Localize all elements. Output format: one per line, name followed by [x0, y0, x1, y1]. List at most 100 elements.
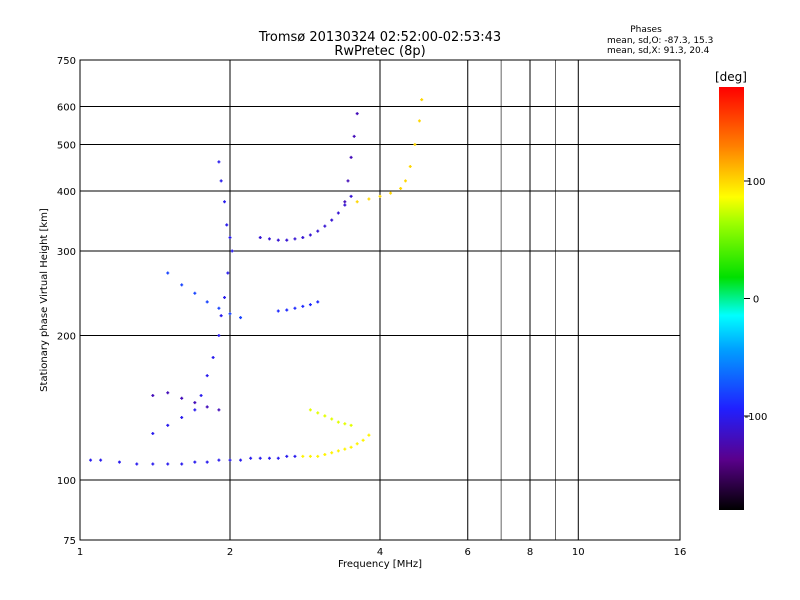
data-point — [323, 224, 327, 228]
y-tick-label: 750 — [57, 56, 76, 67]
data-point — [389, 191, 393, 195]
colorbar-tick-label: -100 — [745, 412, 768, 423]
y-tick-label: 200 — [57, 332, 76, 343]
data-point — [151, 394, 155, 398]
data-point — [217, 160, 221, 164]
data-point — [249, 456, 253, 460]
data-point — [223, 200, 227, 204]
x-tick-label: 16 — [674, 547, 687, 558]
data-point — [285, 238, 289, 242]
data-point — [336, 211, 340, 215]
y-tick-label: 100 — [57, 476, 76, 487]
data-point — [417, 119, 421, 123]
colorbar-tick-label: 0 — [753, 295, 759, 306]
data-point — [330, 218, 334, 222]
y-tick-label: 75 — [63, 536, 76, 547]
data-point — [258, 456, 262, 460]
data-point — [408, 164, 412, 168]
data-point — [413, 143, 417, 147]
colorbar-label: [deg] — [715, 70, 747, 84]
data-point — [308, 454, 312, 458]
data-point — [355, 112, 359, 116]
y-axis: 75 100 200 300 400 500 600 750 — [57, 56, 76, 547]
data-point — [352, 134, 356, 138]
y-tick-label: 400 — [57, 187, 76, 198]
data-point — [205, 460, 209, 464]
plot-frame — [79, 59, 681, 541]
data-point — [258, 236, 262, 240]
phase-stats-o: mean, sd,O: -87.3, 15.3 — [607, 36, 713, 46]
data-point — [276, 309, 280, 313]
data-point — [135, 462, 139, 466]
data-point — [420, 98, 424, 102]
x-axis-label: Frequency [MHz] — [338, 559, 422, 570]
data-point — [199, 394, 203, 398]
data-point — [180, 396, 184, 400]
data-point — [89, 458, 93, 462]
data-point — [223, 296, 227, 300]
data-point — [378, 194, 382, 198]
data-point — [205, 374, 209, 378]
data-point — [151, 462, 155, 466]
data-point — [349, 445, 353, 449]
data-point — [367, 433, 371, 437]
data-point — [193, 408, 197, 412]
data-point — [308, 303, 312, 307]
data-point — [267, 456, 271, 460]
data-point — [355, 442, 359, 446]
data-point — [308, 233, 312, 237]
data-point — [166, 271, 170, 275]
data-point — [217, 334, 221, 338]
data-point — [267, 237, 271, 241]
data-point — [355, 200, 359, 204]
data-point — [316, 454, 320, 458]
data-point — [293, 306, 297, 310]
data-point — [219, 314, 223, 318]
data-point — [403, 179, 407, 183]
data-point — [367, 197, 371, 201]
x-tick-label: 6 — [465, 547, 471, 558]
data-point — [193, 460, 197, 464]
data-point — [285, 308, 289, 312]
data-point — [336, 449, 340, 453]
data-point — [316, 300, 320, 304]
data-point — [293, 237, 297, 241]
data-point — [205, 405, 209, 409]
data-point — [205, 300, 209, 304]
data-point — [117, 460, 121, 464]
colorbar — [719, 87, 744, 510]
chart-title: Tromsø 20130324 02:52:00-02:53:43 — [258, 30, 501, 45]
data-point — [276, 238, 280, 242]
phase-stats-x: mean, sd,X: 91.3, 20.4 — [607, 46, 710, 56]
data-point — [276, 456, 280, 460]
data-point — [343, 203, 347, 207]
data-point — [166, 462, 170, 466]
data-point — [316, 411, 320, 415]
data-point — [166, 423, 170, 427]
data-point — [228, 312, 232, 316]
data-point — [239, 458, 243, 462]
data-point — [217, 458, 221, 462]
data-point — [180, 415, 184, 419]
data-points — [89, 98, 424, 466]
data-point — [323, 453, 327, 457]
colorbar-ticks: 100 0 -100 — [744, 177, 767, 423]
data-point — [343, 422, 347, 426]
y-tick-label: 500 — [57, 141, 76, 152]
data-point — [151, 432, 155, 436]
data-point — [180, 283, 184, 287]
data-point — [230, 249, 234, 253]
data-point — [193, 401, 197, 405]
data-point — [346, 179, 350, 183]
data-point — [226, 271, 230, 275]
data-point — [99, 458, 103, 462]
data-point — [343, 447, 347, 451]
y-tick-label: 600 — [57, 103, 76, 114]
data-point — [343, 200, 347, 204]
y-axis-label: Stationary phase Virtual Height [km] — [39, 208, 50, 392]
data-point — [217, 306, 221, 310]
x-tick-label: 8 — [527, 547, 533, 558]
data-point — [349, 194, 353, 198]
data-point — [166, 391, 170, 395]
